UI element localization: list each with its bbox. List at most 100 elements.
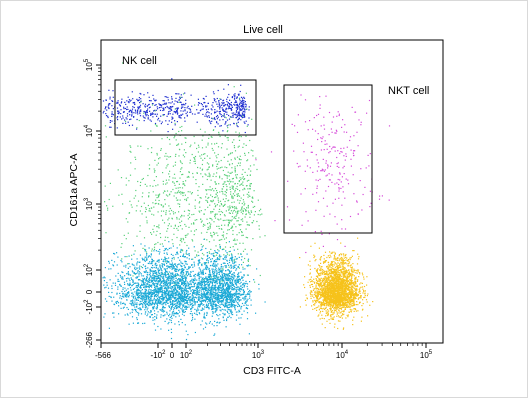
event-dot bbox=[336, 239, 339, 241]
event-dot bbox=[124, 294, 126, 296]
event-dot bbox=[216, 283, 218, 285]
event-dot bbox=[322, 245, 324, 247]
event-dot bbox=[190, 298, 192, 301]
event-dot bbox=[174, 184, 176, 186]
event-dot bbox=[121, 298, 123, 300]
event-dot bbox=[212, 254, 214, 257]
event-dot bbox=[178, 306, 180, 309]
event-dot bbox=[175, 112, 177, 114]
event-dot bbox=[163, 252, 165, 254]
event-dot bbox=[199, 128, 202, 130]
event-dot bbox=[176, 218, 178, 220]
event-dot bbox=[170, 253, 172, 255]
event-dot bbox=[179, 302, 181, 304]
event-dot bbox=[163, 109, 165, 111]
event-dot bbox=[218, 102, 220, 104]
event-dot bbox=[182, 298, 184, 300]
event-dot bbox=[161, 273, 163, 275]
event-dot bbox=[239, 190, 241, 192]
event-dot bbox=[144, 111, 146, 113]
event-dot bbox=[153, 214, 155, 216]
event-dot bbox=[237, 121, 239, 123]
event-dot bbox=[211, 211, 213, 213]
event-dot bbox=[159, 275, 161, 277]
event-dot bbox=[225, 195, 227, 197]
event-dot bbox=[164, 291, 166, 293]
event-dot bbox=[175, 289, 178, 291]
event-dot bbox=[225, 257, 227, 259]
event-dot bbox=[145, 207, 147, 209]
event-dot bbox=[127, 314, 129, 316]
event-dot bbox=[178, 295, 181, 298]
event-dot bbox=[171, 121, 173, 123]
event-dot bbox=[142, 304, 144, 306]
event-dot bbox=[173, 281, 175, 283]
event-dot bbox=[163, 280, 165, 282]
event-dot bbox=[154, 264, 156, 266]
event-dot bbox=[179, 280, 181, 282]
event-dot bbox=[238, 105, 240, 107]
event-dot bbox=[146, 309, 148, 311]
event-dot bbox=[238, 264, 240, 266]
event-dot bbox=[211, 306, 213, 308]
event-dot bbox=[234, 104, 236, 106]
event-dot bbox=[146, 300, 148, 302]
event-dot bbox=[166, 279, 168, 281]
event-dot bbox=[219, 280, 221, 282]
event-dot bbox=[159, 296, 161, 298]
event-dot bbox=[182, 113, 184, 115]
event-dot bbox=[144, 283, 146, 285]
event-dot bbox=[169, 207, 171, 210]
event-dot bbox=[194, 160, 196, 162]
event-dot bbox=[241, 109, 243, 111]
event-dot bbox=[168, 315, 170, 317]
event-dot bbox=[228, 261, 231, 264]
event-dot bbox=[214, 126, 216, 128]
event-dot bbox=[218, 250, 220, 252]
event-dot bbox=[226, 131, 228, 133]
event-dot bbox=[354, 150, 356, 152]
event-dot bbox=[111, 259, 113, 261]
event-dot bbox=[221, 228, 223, 230]
event-dot bbox=[193, 157, 195, 159]
event-dot bbox=[209, 289, 211, 292]
event-dot bbox=[142, 306, 144, 308]
event-dot bbox=[173, 258, 175, 260]
event-dot bbox=[169, 310, 171, 312]
event-dot bbox=[221, 178, 223, 180]
event-dot bbox=[307, 129, 309, 131]
event-dot bbox=[176, 144, 178, 146]
event-dot bbox=[187, 283, 189, 285]
event-dot bbox=[156, 154, 158, 156]
event-dot bbox=[163, 107, 165, 109]
event-dot bbox=[144, 286, 147, 288]
event-dot bbox=[109, 126, 111, 128]
event-dot bbox=[210, 290, 212, 293]
event-dot bbox=[122, 203, 124, 205]
event-dot bbox=[142, 282, 145, 284]
event-dot bbox=[233, 113, 235, 116]
event-dot bbox=[120, 102, 122, 104]
event-dot bbox=[179, 96, 181, 98]
event-dot bbox=[107, 104, 110, 106]
event-dot bbox=[180, 216, 182, 218]
event-dot bbox=[161, 287, 163, 289]
event-dot bbox=[182, 181, 184, 183]
event-dot bbox=[175, 132, 177, 135]
event-dot bbox=[127, 121, 129, 123]
event-dot bbox=[166, 313, 168, 315]
event-dot bbox=[336, 163, 338, 165]
event-dot bbox=[176, 236, 178, 239]
event-dot bbox=[198, 273, 200, 275]
event-dot bbox=[225, 121, 227, 123]
event-dot bbox=[214, 143, 216, 145]
event-dot bbox=[312, 128, 314, 130]
event-dot bbox=[247, 264, 250, 266]
event-dot bbox=[216, 97, 218, 100]
event-dot bbox=[221, 224, 223, 226]
event-dot bbox=[227, 130, 229, 132]
event-dot bbox=[237, 296, 239, 298]
event-dot bbox=[137, 322, 139, 324]
event-dot bbox=[242, 103, 244, 105]
event-dot bbox=[356, 201, 358, 203]
